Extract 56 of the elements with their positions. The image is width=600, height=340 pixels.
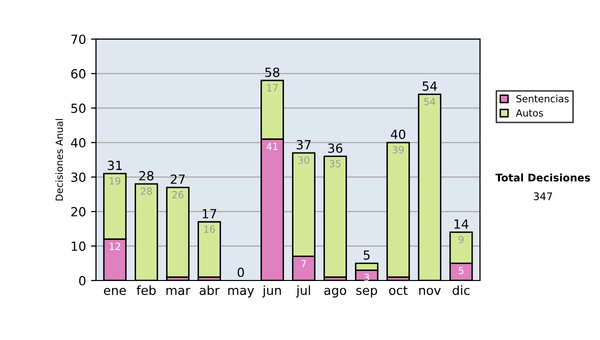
total-label: 14 [454,219,468,229]
text: 347 [534,192,552,200]
data-label: 5 [458,267,464,274]
total-label: 37 [296,140,311,150]
bar [198,221,222,278]
data-label: 9 [458,236,464,244]
y-tick-label: 70 [71,34,86,44]
x-tick-label: jun [262,285,281,298]
x-tick-label: ago [324,288,346,298]
total-label: 27 [170,174,185,184]
total-label: 5 [364,250,370,260]
text: Total Decisiones [495,173,590,182]
y-tick-label: 20 [71,207,86,216]
data-label: 28 [140,188,152,195]
y-tick-label: 0 [79,276,86,286]
x-tick-label: may [228,288,254,298]
data-label: 39 [392,146,404,154]
bar [166,186,190,278]
data-label: 12 [110,242,120,250]
y-tick-label: 10 [72,241,86,251]
y-tick-label: 50 [71,104,86,113]
data-label: 35 [330,160,341,168]
y-tick-label: 40 [70,138,86,148]
total-label: 54 [422,82,437,91]
data-label: 17 [267,84,278,92]
data-label: 3 [364,274,369,282]
total-label: 31 [108,160,122,170]
total-label: 0 [238,268,244,278]
x-tick-label: sep [356,288,378,298]
x-tick-label: abr [200,285,220,296]
data-label: 26 [172,191,184,198]
y-tick-label: 30 [71,172,86,182]
x-tick-label: ene [104,288,126,296]
bar [386,142,410,278]
data-label: 54 [424,98,436,106]
data-label: 19 [110,177,120,185]
data-label: 7 [301,260,306,268]
total-label: 17 [202,209,216,218]
y-tick-label: 60 [71,69,86,79]
bar [324,156,347,278]
data-label: 16 [204,225,215,233]
total-label: 28 [139,171,154,180]
x-tick-label: feb [136,285,156,296]
legend-label: Sentencias [516,94,569,102]
x-tick-label: mar [166,288,190,296]
data-label: 41 [266,142,278,150]
total-label: 36 [328,143,342,153]
x-tick-label: oct [389,286,408,296]
legend-label: Autos [516,109,543,117]
x-tick-label: nov [419,288,441,296]
total-label: 40 [390,130,406,140]
data-label: 30 [298,156,310,164]
y-axis-title: Decisiones Anual [55,119,63,200]
x-tick-label: dic [452,285,470,296]
x-tick-label: jul [296,285,310,298]
total-label: 58 [265,68,280,78]
